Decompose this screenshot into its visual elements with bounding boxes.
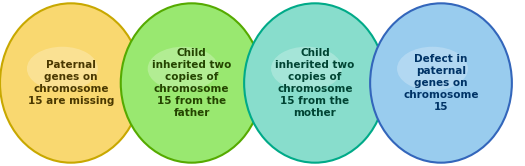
Text: Paternal
genes on
chromosome
15 are missing: Paternal genes on chromosome 15 are miss… (28, 60, 114, 106)
Ellipse shape (148, 47, 218, 91)
Ellipse shape (271, 47, 342, 91)
Ellipse shape (27, 47, 98, 91)
Ellipse shape (397, 47, 468, 91)
Text: Defect in
paternal
genes on
chromosome
15: Defect in paternal genes on chromosome 1… (403, 54, 479, 112)
Ellipse shape (0, 3, 142, 163)
Text: Child
inherited two
copies of
chromosome
15 from the
father: Child inherited two copies of chromosome… (152, 48, 232, 118)
Text: Child
inherited two
copies of
chromosome
15 from the
mother: Child inherited two copies of chromosome… (275, 48, 355, 118)
Ellipse shape (244, 3, 386, 163)
Ellipse shape (370, 3, 512, 163)
Ellipse shape (121, 3, 262, 163)
